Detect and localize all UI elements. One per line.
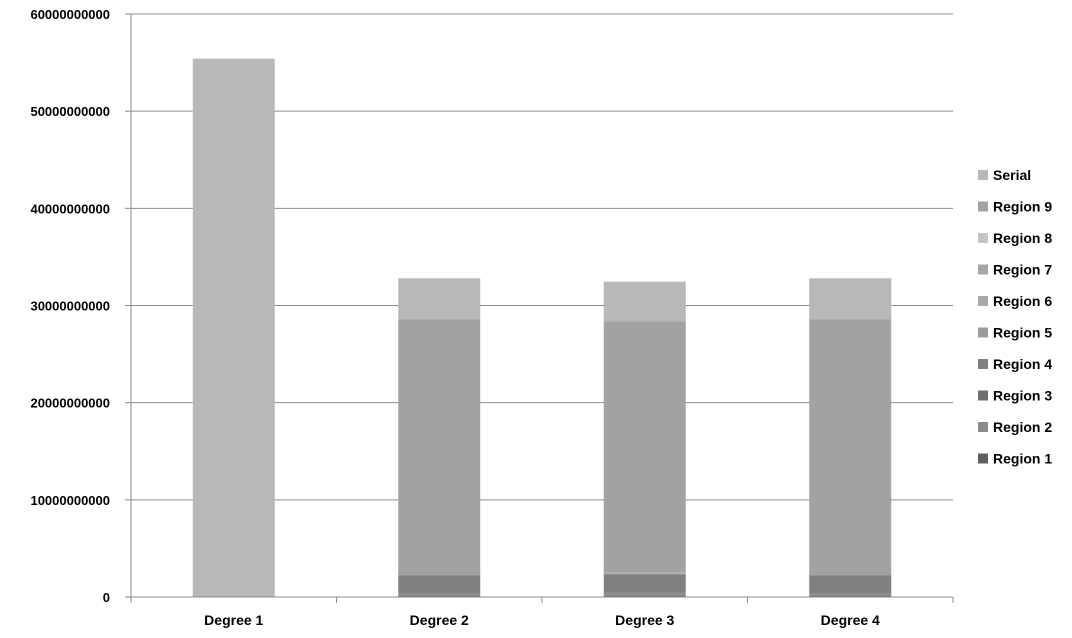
legend-label-region-5: Region 5	[993, 325, 1052, 341]
y-tick-label: 30000000000	[30, 299, 110, 314]
legend-label-region-4: Region 4	[993, 356, 1052, 372]
x-tick-label: Degree 1	[204, 612, 263, 628]
bar-region-3-degree-2	[398, 593, 481, 594]
y-tick-label: 10000000000	[30, 493, 110, 508]
bar-region-9-degree-3	[603, 321, 686, 573]
bar-region-4-degree-2	[398, 575, 481, 594]
legend-swatch-region-5	[978, 327, 988, 338]
y-tick-label: 0	[103, 590, 110, 605]
bar-region-6-degree-3	[603, 572, 686, 574]
legend-label-serial: Serial	[993, 167, 1031, 183]
axes: 0 10000000000 20000000000 30000000000 400000…	[30, 7, 954, 628]
legend-swatch-region-3	[978, 390, 988, 401]
y-tick-label: 60000000000	[30, 7, 110, 22]
legend-swatch-region-8	[978, 233, 988, 243]
legend-swatch-region-4	[978, 359, 988, 369]
x-tick-label: Degree 4	[821, 612, 880, 628]
legend-label-region-6: Region 6	[993, 293, 1052, 309]
y-tick-label: 20000000000	[30, 396, 110, 411]
bar-region-9-degree-4	[809, 319, 892, 576]
bar-region-2-degree-4	[809, 593, 892, 597]
legend-swatch-region-9	[978, 201, 988, 212]
bar-region-3-degree-3	[603, 592, 686, 594]
x-tick-label: Degree 2	[410, 612, 469, 628]
legend-swatch-region-6	[978, 296, 988, 306]
bar-serial-degree-4	[809, 278, 892, 320]
legend-label-region-8: Region 8	[993, 230, 1052, 246]
bar-serial-degree-2	[398, 278, 481, 320]
legend-label-region-7: Region 7	[993, 262, 1052, 278]
bar-region-3-degree-4	[809, 593, 892, 594]
legend-label-region-1: Region 1	[993, 451, 1052, 467]
legend-swatch-serial	[978, 170, 988, 180]
legend-swatch-region-1	[978, 453, 988, 464]
y-tick-label: 50000000000	[30, 104, 110, 119]
legend: Serial Region 9 Region 8 Region 7 Region 6 Re…	[978, 167, 1052, 467]
legend-label-region-2: Region 2	[993, 419, 1052, 435]
bar-serial-degree-3	[603, 281, 686, 322]
bar-region-5-degree-3	[603, 573, 686, 575]
legend-swatch-region-7	[978, 264, 988, 275]
y-tick-label: 40000000000	[30, 201, 110, 216]
legend-swatch-region-2	[978, 422, 988, 432]
bar-serial-degree-1	[192, 58, 275, 598]
x-tick-label: Degree 3	[615, 612, 674, 628]
legend-label-region-3: Region 3	[993, 388, 1052, 404]
bar-region-4-degree-4	[809, 575, 892, 594]
bars	[192, 58, 892, 598]
bar-region-9-degree-2	[398, 319, 481, 576]
bar-region-4-degree-3	[603, 574, 686, 593]
legend-label-region-9: Region 9	[993, 199, 1052, 215]
bar-region-2-degree-3	[603, 593, 686, 597]
bar-region-2-degree-2	[398, 593, 481, 597]
